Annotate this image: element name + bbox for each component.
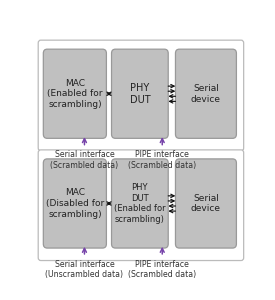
FancyBboxPatch shape [43,159,106,248]
Text: Serial
device: Serial device [191,84,221,104]
Text: Serial interface
(Scrambled data): Serial interface (Scrambled data) [50,139,119,170]
Text: PIPE interface
(Scrambled data): PIPE interface (Scrambled data) [128,248,196,279]
Text: MAC
(Enabled for
scrambling): MAC (Enabled for scrambling) [47,79,103,109]
Text: PIPE interface
(Scrambled data): PIPE interface (Scrambled data) [128,139,196,170]
Text: Serial interface
(Unscrambled data): Serial interface (Unscrambled data) [45,248,123,279]
FancyBboxPatch shape [175,49,236,138]
FancyBboxPatch shape [38,150,244,260]
Text: PHY
DUT: PHY DUT [130,83,150,105]
Text: MAC
(Disabled for
scrambling): MAC (Disabled for scrambling) [46,188,104,219]
FancyBboxPatch shape [112,49,168,138]
FancyBboxPatch shape [43,49,106,138]
FancyBboxPatch shape [175,159,236,248]
Text: PHY
DUT
(Enabled for
scrambling): PHY DUT (Enabled for scrambling) [114,183,166,224]
Text: Serial
device: Serial device [191,194,221,213]
FancyBboxPatch shape [38,40,244,151]
FancyBboxPatch shape [112,159,168,248]
